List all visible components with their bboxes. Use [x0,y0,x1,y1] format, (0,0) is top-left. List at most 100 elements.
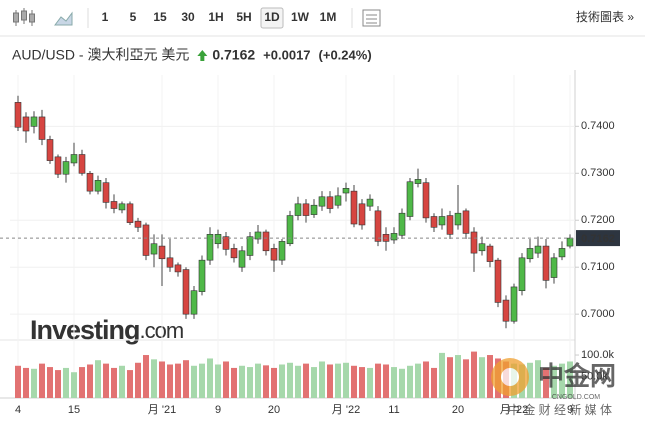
candle-body [54,156,62,175]
candle-body [566,237,574,247]
candle-icon[interactable] [13,8,35,26]
candle-body [206,234,214,261]
candle-body [70,154,78,164]
volume-bar [39,363,45,398]
last-price-tag-label: 0.7162 [581,233,615,245]
tech-chart-link[interactable]: 技術圖表 » [576,10,634,24]
watermark-brand: Investing.com [30,315,183,345]
candle-body [62,161,70,175]
volume-bar [567,361,573,398]
last-price: 0.7162 [212,47,255,63]
interval-button[interactable]: 1M [320,10,337,24]
volume-bar [551,365,557,398]
table-icon[interactable] [362,9,381,27]
price-change-pct: (+0.24%) [319,47,372,62]
site-watermark: 中金网 CNGOLD.COM 中 金 财 经 新 媒 体 [491,358,616,417]
watermark-brand-text: Investing [30,315,140,345]
site-slogan: 中 金 财 经 新 媒 体 [508,402,612,417]
volume-bar [383,364,389,398]
candle-body [126,203,134,223]
volume-bar [111,367,117,398]
candle-body [14,102,22,128]
volume-bar [263,365,269,398]
interval-button[interactable]: 1D [264,10,280,24]
volume-bar [455,355,461,398]
candle-body [102,182,110,203]
volume-bar [463,359,469,398]
candle-body [318,196,326,207]
price-change: +0.0017 [263,47,310,62]
volume-bar [343,362,349,398]
volume-bar [95,360,101,398]
interval-button[interactable]: 1W [291,10,310,24]
volume-bar [375,363,381,398]
volume-bar [311,367,317,398]
candle-body [342,188,350,194]
interval-selected [260,7,284,29]
volume-bar [487,355,493,398]
candle-body [422,182,430,219]
candle-body [350,190,358,225]
last-price-tag [576,230,620,247]
candle-body [110,201,118,209]
up-arrow [197,50,208,61]
volume-bar [335,363,341,398]
interval-button[interactable]: 5 [130,10,137,24]
volume-bar [559,363,565,398]
volume-bar [183,360,189,398]
volume-bar [71,372,77,398]
candle-body [78,154,86,174]
volume-bar [351,365,357,398]
volume-bar [31,368,37,398]
volume-bar [207,358,213,398]
volume-bar [223,361,229,398]
candle-body [358,203,366,226]
x-tick-label: 月 '22 [332,404,360,416]
x-tick-label: 9 [215,404,221,416]
volume-bar [319,361,325,398]
volume-bar [271,367,277,398]
volume-bar [431,367,437,398]
candle-body [462,210,470,234]
candle-body [262,231,270,252]
volume-bar [127,370,133,398]
x-tick-label: 月 '21 [148,404,176,416]
volume-bar [215,364,221,398]
interval-button[interactable]: 30 [181,10,195,24]
x-tick-label: 9 [567,404,573,416]
candle-body [478,243,486,252]
candle-body [374,210,382,242]
volume-bar [55,370,61,398]
candle-body [334,195,342,206]
interval-button[interactable]: 5H [236,10,251,24]
x-tick-label: 15 [68,404,80,416]
x-tick-label: 11 [388,404,399,416]
volume-bar [87,364,93,398]
candle-body [542,245,550,281]
candle-body [486,245,494,262]
interval-button[interactable]: 1H [208,10,223,24]
interval-button[interactable]: 15 [153,10,167,24]
volume-bar [191,365,197,398]
volume-bar [175,363,181,398]
area-icon[interactable] [54,11,73,26]
volume-tick-label: 100.0k [581,349,615,361]
volume-bar [295,365,301,398]
candle-body [86,172,94,192]
volume-bar [303,363,309,398]
watermark-suffix: .com [140,318,184,343]
volume-bar [423,361,429,398]
candle-body [502,299,510,322]
candle-body [142,224,150,256]
candle-body [214,234,222,245]
candle-body [550,257,558,278]
volume-bar [103,363,109,398]
candle-body [94,180,102,192]
volume-bar [255,363,261,398]
volume-bar [143,355,149,398]
candle-body [246,236,254,256]
interval-button[interactable]: 1 [102,10,109,24]
volume-bar [367,367,373,398]
candle-body [150,243,158,255]
